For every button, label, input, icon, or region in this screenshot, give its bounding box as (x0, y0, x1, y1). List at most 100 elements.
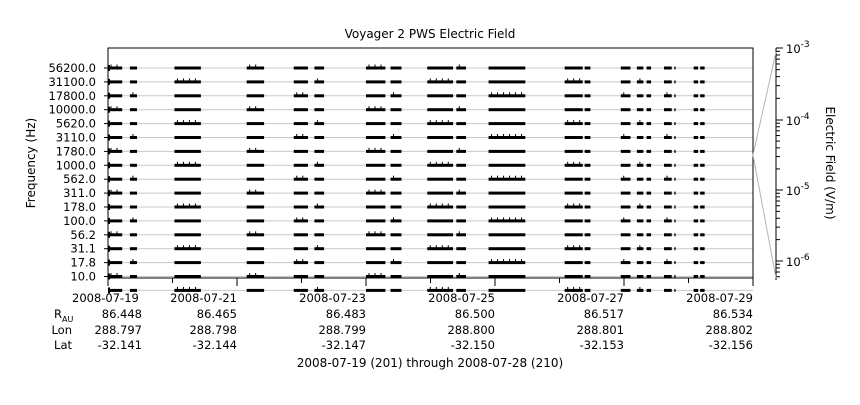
trace-segment (674, 66, 676, 70)
trace-segment (620, 108, 631, 112)
trace-segment (390, 261, 402, 265)
trace-segment (488, 191, 526, 195)
trace-segment (129, 205, 138, 209)
trace-segment (564, 233, 583, 237)
x-tick-label: 2008-07-27 (557, 291, 624, 305)
x-tick-label: 2008-07-25 (428, 291, 495, 305)
y2-axis-label: Electric Field (V/m) (823, 106, 837, 219)
time-axis: 2008-07-19 2008-07-21 2008-07-23 2008-07-25… (72, 278, 754, 305)
trace-segment (564, 177, 583, 181)
trace-segment (700, 122, 705, 126)
trace-segment (246, 205, 265, 209)
trace-segment (456, 122, 466, 126)
trace-segment (390, 66, 402, 70)
trace-segment (693, 219, 699, 223)
trace-segment (584, 136, 591, 139)
trace-segment (108, 191, 123, 195)
y-tick-label: 17.8 (70, 256, 96, 270)
trace-segment (584, 66, 591, 70)
trace-segment (584, 261, 591, 265)
trace-segment (366, 94, 386, 98)
trace-segment (314, 108, 325, 112)
trace-segment (174, 177, 201, 181)
trace-segment (488, 149, 526, 153)
trace-segment (129, 261, 138, 265)
trace-segment (636, 205, 644, 209)
trace-segment (174, 122, 201, 126)
trace-segment (674, 288, 676, 292)
trace-segment (390, 205, 402, 209)
trace-segment (427, 149, 454, 153)
trace-edge (108, 204, 110, 210)
trace-segment (646, 122, 652, 126)
trace-segment (636, 177, 644, 181)
ephem-row-label: Lon (51, 323, 72, 337)
trace-segment (293, 261, 308, 265)
ephem-row-label: R (54, 307, 62, 321)
colorbar-tick-label: 10-3 (786, 40, 810, 56)
trace-segment (646, 149, 652, 153)
y-tick-label: 10000.0 (48, 103, 96, 117)
trace-segment (663, 275, 672, 278)
ephem-value: -32.147 (322, 338, 366, 352)
trace-segment (174, 261, 201, 265)
trace-segment (174, 288, 201, 292)
trace-edge (108, 134, 110, 141)
trace-segment (390, 163, 402, 167)
trace-segment (564, 136, 583, 139)
trace-segment (314, 80, 325, 84)
trace-segment (488, 108, 526, 112)
trace-segment (663, 149, 672, 153)
trace-segment (636, 80, 644, 84)
trace-segment (108, 80, 123, 84)
trace-segment (693, 108, 699, 112)
trace-edge (108, 78, 110, 85)
x-tick-label: 2008-07-19 (72, 291, 139, 305)
trace-segment (663, 233, 672, 237)
trace-segment (108, 149, 123, 153)
trace-segment (663, 122, 672, 126)
trace-segment (293, 136, 308, 139)
trace-segment (488, 288, 526, 292)
trace-segment (564, 261, 583, 265)
trace-segment (293, 163, 308, 167)
ephem-value: 288.800 (447, 323, 495, 337)
trace-segment (646, 94, 652, 98)
chart-title: Voyager 2 PWS Electric Field (345, 27, 516, 41)
trace-segment (584, 163, 591, 167)
trace-segment (674, 108, 676, 112)
trace-segment (129, 177, 138, 181)
trace-segment (488, 177, 526, 181)
ephem-value: -32.153 (580, 338, 624, 352)
trace-segment (564, 191, 583, 195)
trace-segment (366, 191, 386, 195)
trace-segment (700, 191, 705, 195)
trace-segment (620, 247, 631, 251)
trace-segment (620, 136, 631, 139)
trace-segment (108, 205, 123, 209)
trace-segment (700, 163, 705, 167)
trace-segment (693, 149, 699, 153)
trace-segment (636, 94, 644, 98)
ephem-value: -32.150 (451, 338, 495, 352)
trace-segment (620, 66, 631, 70)
trace-segment (700, 275, 705, 278)
colorbar-tick-label: 10-6 (786, 253, 810, 269)
trace-segment (129, 108, 138, 112)
trace-segment (693, 177, 699, 181)
trace-edge (108, 162, 110, 169)
trace-segment (646, 247, 652, 251)
trace-segment (108, 66, 123, 70)
trace-segment (663, 288, 672, 292)
trace-segment (700, 288, 705, 292)
trace-segment (174, 108, 201, 112)
ephem-row-label-subscript: AU (62, 315, 73, 324)
trace-segment (564, 94, 583, 98)
trace-segment (314, 205, 325, 209)
trace-edge (108, 148, 110, 155)
trace-segment (427, 136, 454, 139)
y-tick-label: 56200.0 (48, 61, 96, 75)
trace-segment (390, 108, 402, 112)
trace-segment (129, 94, 138, 98)
trace-segment (456, 205, 466, 209)
